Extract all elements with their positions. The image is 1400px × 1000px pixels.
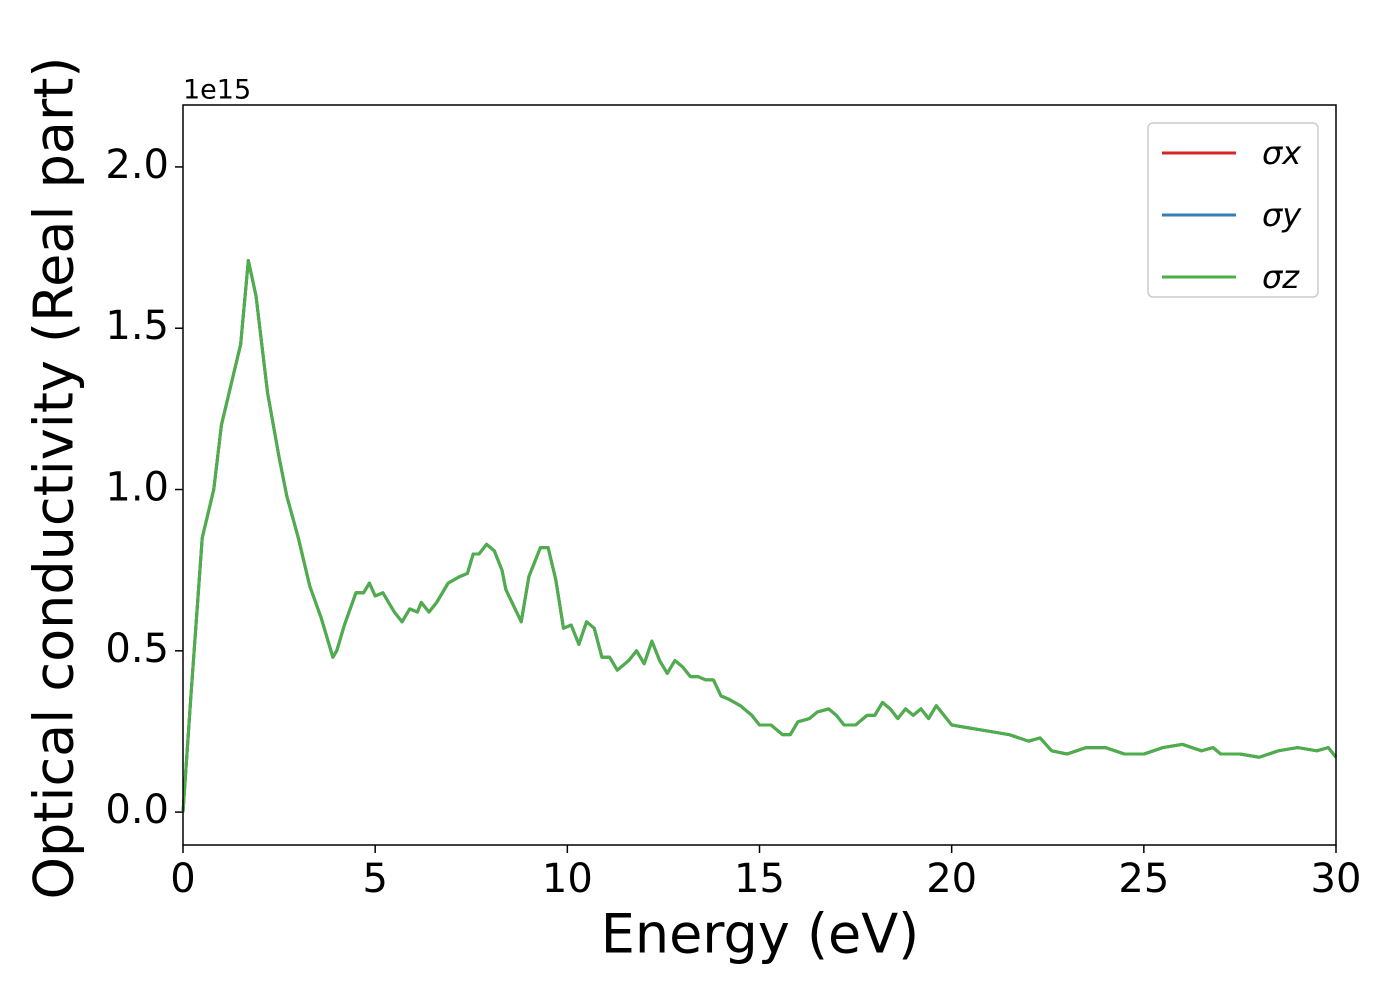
y-tick-label: 1.5	[105, 303, 169, 349]
x-tick-label: 25	[1118, 856, 1169, 902]
legend-label: σx	[1262, 134, 1302, 172]
y-tick-label: 1.0	[105, 465, 169, 511]
legend-label: σy	[1262, 196, 1302, 234]
plot-frame	[182, 104, 1337, 846]
x-tick-label: 20	[926, 856, 977, 902]
x-tick-label: 10	[542, 856, 593, 902]
x-tick-label: 5	[362, 856, 387, 902]
line	[181, 258, 1338, 813]
x-tick-label: 30	[1311, 856, 1362, 902]
x-tick-label: 0	[170, 856, 195, 902]
line	[181, 258, 1338, 813]
y-offset-label: 1e15	[183, 75, 251, 106]
line	[181, 258, 1338, 813]
legend-box	[1147, 122, 1319, 298]
y-tick-label: 2.0	[105, 142, 169, 188]
x-axis-label: Energy (eV)	[601, 903, 920, 966]
x-tick-label: 15	[734, 856, 785, 902]
y-tick-label: 0.5	[105, 626, 169, 672]
legend-label: σz	[1262, 258, 1300, 296]
y-axis-label: Optical conductivity (Real part)	[23, 57, 86, 900]
y-tick-label: 0.0	[105, 787, 169, 833]
